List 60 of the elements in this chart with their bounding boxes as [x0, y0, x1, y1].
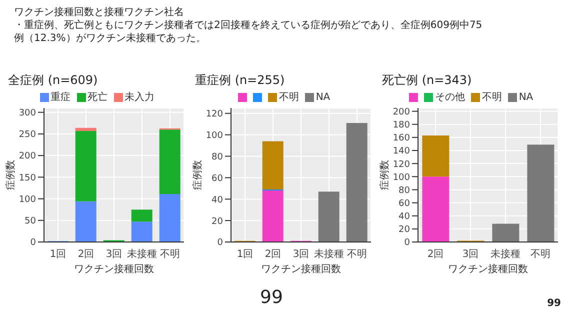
x-tick-label: 不明	[530, 249, 550, 260]
y-tick-label: 300	[18, 108, 36, 119]
legend-label: NA	[518, 92, 534, 102]
text: ワクチン接種回数と接種ワクチン社名	[14, 6, 185, 19]
text: ・重症例、死亡例ともにワクチン接種者では2回接種を終えている症例が殆どであり、全症例609例中75例（12.3%）がワクチン未接種であった。	[14, 19, 484, 45]
x-tick-label: 不明	[347, 249, 367, 260]
y-axis-title: 症例数	[192, 160, 204, 190]
y-tick-label: 80	[212, 152, 224, 162]
y-tick-label: 100	[392, 172, 410, 183]
x-tick-label: 不明	[160, 249, 180, 260]
x-tick-label: 2回	[427, 249, 444, 260]
y-tick-label: 200	[18, 152, 36, 162]
x-tick-label: 2回	[78, 249, 94, 260]
chart-title: 全症例 (n=609)	[7, 72, 99, 89]
legend-label: 不明	[278, 91, 299, 104]
x-axis-title: ワクチン接種回数	[261, 263, 341, 275]
y-tick-label: 20	[398, 225, 410, 236]
y-tick-label: 20	[212, 216, 224, 227]
y-tick-label: 60	[212, 174, 224, 184]
y-tick-label: 0	[30, 238, 36, 248]
x-tick-label: 未接種	[127, 248, 157, 260]
y-tick-label: 250	[18, 130, 36, 140]
y-tick-label: 0	[217, 238, 224, 248]
y-tick-label: 120	[206, 110, 224, 120]
y-tick-label: 60	[398, 198, 410, 209]
y-tick-label: 100	[18, 194, 36, 205]
x-tick-label: 未接種	[490, 248, 520, 260]
legend-label: 未入力	[124, 90, 154, 104]
y-axis-title: 症例数	[4, 160, 17, 190]
x-tick-label: 3回	[462, 249, 479, 260]
y-tick-label: 100	[206, 130, 224, 141]
legend-label: その他	[434, 91, 465, 104]
x-tick-label: 未接種	[314, 248, 344, 260]
y-tick-label: 150	[18, 173, 36, 184]
y-tick-label: 160	[392, 134, 410, 144]
legend-label: 死亡	[88, 90, 108, 104]
y-tick-label: 120	[392, 160, 410, 170]
x-tick-label: 3回	[106, 249, 122, 260]
y-tick-label: 80	[398, 186, 410, 196]
x-tick-label: 1回	[50, 249, 66, 260]
x-tick-label: 1回	[236, 249, 254, 260]
y-tick-label: 0	[404, 238, 410, 248]
y-tick-label: 180	[392, 120, 410, 131]
x-tick-label: 2回	[264, 249, 282, 260]
chart-title: 死亡例 (n=343)	[381, 72, 473, 89]
text: 99	[547, 298, 561, 309]
y-tick-label: 40	[212, 195, 224, 206]
legend-label: NA	[316, 92, 330, 102]
x-tick-label: 3回	[292, 249, 310, 260]
legend-label: 重症	[50, 90, 70, 104]
y-tick-label: 140	[392, 146, 410, 157]
chart-title: 重症例 (n=255)	[194, 72, 286, 89]
x-axis-title: ワクチン接種回数	[74, 263, 154, 275]
y-tick-label: 200	[392, 107, 410, 118]
y-axis-title: 症例数	[378, 160, 391, 190]
y-tick-label: 50	[24, 216, 36, 227]
text: 99	[260, 287, 283, 308]
x-axis-title: ワクチン接種回数	[448, 263, 528, 275]
legend-label: 不明	[482, 91, 502, 104]
y-tick-label: 40	[398, 212, 410, 222]
